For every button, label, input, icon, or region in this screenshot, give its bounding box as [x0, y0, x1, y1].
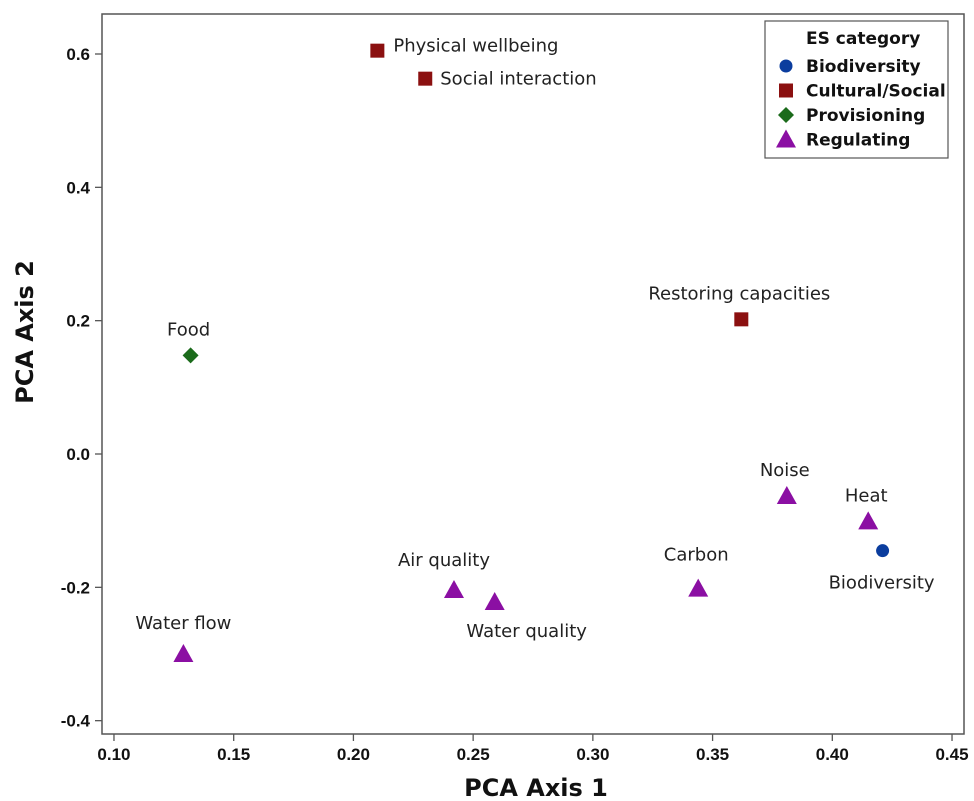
legend-circle-icon — [779, 59, 793, 73]
legend-triangle-icon — [776, 129, 796, 148]
x-tick-label: 0.15 — [217, 745, 250, 764]
legend-title: ES category — [806, 29, 920, 49]
diamond-marker — [182, 347, 199, 364]
triangle-marker — [776, 486, 797, 504]
point-label: Food — [167, 319, 210, 340]
point-label: Air quality — [398, 550, 490, 571]
legend-label: Regulating — [806, 131, 910, 151]
triangle-marker — [858, 511, 879, 530]
y-tick-label: -0.2 — [61, 578, 90, 597]
triangle-marker — [443, 580, 464, 598]
legend-items: Biodiversity Cultural/Social Provisioning R… — [776, 57, 946, 151]
y-axis: 0.6 0.4 0.2 0.0 -0.2 -0.4 — [61, 45, 102, 731]
x-tick-label: 0.40 — [816, 745, 849, 764]
point-label: Carbon — [664, 545, 729, 566]
legend-square-icon — [779, 83, 793, 98]
y-tick-label: 0.2 — [66, 312, 90, 331]
legend-diamond-icon — [778, 107, 794, 123]
square-marker — [370, 43, 385, 58]
legend-label: Provisioning — [806, 106, 925, 126]
triangle-marker — [484, 592, 505, 610]
point-label: Heat — [845, 485, 888, 506]
x-tick-label: 0.25 — [457, 745, 490, 764]
point-label: Noise — [760, 460, 810, 481]
point-label: Physical wellbeing — [393, 36, 558, 57]
legend: ES category Biodiversity Cultural/Social P… — [764, 20, 949, 159]
y-axis-title: PCA Axis 2 — [11, 260, 39, 404]
x-tick-label: 0.45 — [935, 745, 968, 764]
x-tick-label: 0.20 — [337, 745, 370, 764]
x-tick-label: 0.35 — [696, 745, 729, 764]
point-label: Social interaction — [440, 69, 596, 90]
square-marker — [418, 71, 433, 86]
y-tick-label: 0.4 — [66, 178, 90, 197]
point-label: Water flow — [135, 613, 231, 634]
point-labels: Biodiversity Physical wellbeing Social int… — [135, 36, 935, 642]
x-tick-label: 0.30 — [576, 745, 609, 764]
triangle-marker — [173, 644, 194, 662]
x-axis-title: PCA Axis 1 — [464, 774, 608, 801]
point-label: Biodiversity — [829, 573, 935, 594]
legend-box — [764, 20, 949, 159]
point-label: Restoring capacities — [648, 283, 830, 304]
x-axis: 0.10 0.15 0.20 0.25 0.30 0.35 0.40 0.45 — [97, 734, 969, 764]
plot-frame — [101, 13, 965, 735]
y-tick-label: 0.0 — [66, 445, 90, 464]
y-tick-label: 0.6 — [66, 45, 90, 64]
square-marker — [734, 312, 749, 327]
circle-marker — [876, 544, 890, 558]
legend-label: Biodiversity — [806, 57, 921, 77]
triangle-marker — [688, 578, 709, 597]
x-tick-label: 0.10 — [97, 745, 130, 764]
y-tick-label: -0.4 — [61, 712, 91, 731]
data-points — [173, 43, 890, 662]
legend-label: Cultural/Social — [806, 82, 946, 102]
point-label: Water quality — [466, 621, 587, 642]
